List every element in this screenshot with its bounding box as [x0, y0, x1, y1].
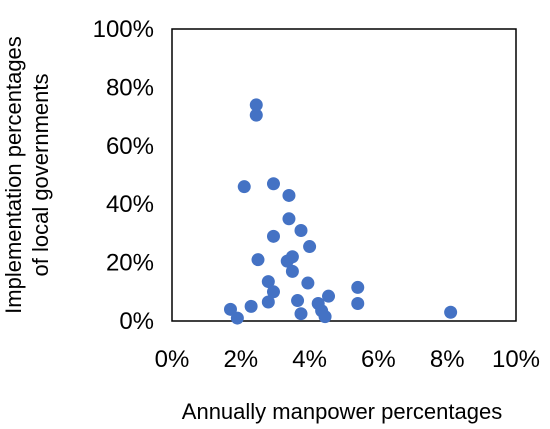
- x-tick-label: 8%: [430, 346, 465, 373]
- x-tick-label: 6%: [361, 346, 396, 373]
- data-point: [249, 98, 263, 112]
- data-point: [282, 212, 296, 226]
- data-point: [318, 310, 332, 324]
- x-axis-title: Annually manpower percentages: [182, 399, 502, 424]
- data-point: [294, 223, 308, 237]
- y-tick-label: 40%: [106, 191, 154, 218]
- data-point: [261, 295, 275, 309]
- data-point: [322, 289, 336, 303]
- x-tick-label: 2%: [223, 346, 258, 373]
- x-axis-tick-labels: 0% 2% 4% 6% 8% 10%: [155, 346, 540, 373]
- y-tick-label: 20%: [106, 250, 154, 277]
- data-point: [223, 302, 237, 316]
- data-point: [301, 276, 315, 290]
- y-axis-title: Implementation percentages of local gove…: [1, 36, 53, 314]
- data-point: [237, 180, 251, 194]
- y-tick-label: 100%: [93, 16, 154, 43]
- y-tick-label: 0%: [119, 308, 154, 335]
- data-point: [285, 250, 299, 264]
- y-axis-title-line-2: of local governments: [28, 74, 53, 277]
- x-tick-label: 10%: [492, 346, 540, 373]
- y-tick-label: 80%: [106, 74, 154, 101]
- data-point: [261, 275, 275, 289]
- x-tick-label: 0%: [155, 346, 190, 373]
- data-point: [266, 285, 280, 299]
- data-point: [351, 296, 365, 310]
- plot-area: [171, 28, 517, 322]
- data-point: [303, 240, 317, 254]
- x-tick-label: 4%: [292, 346, 327, 373]
- data-point: [294, 307, 308, 321]
- data-point: [266, 177, 280, 191]
- data-point: [444, 305, 458, 319]
- y-axis-title-line-1: Implementation percentages: [1, 36, 26, 314]
- data-point: [291, 294, 305, 308]
- y-tick-label: 60%: [106, 133, 154, 160]
- data-point: [251, 253, 265, 267]
- data-point: [282, 188, 296, 202]
- data-point: [351, 280, 365, 294]
- data-points: [223, 98, 458, 325]
- data-point: [266, 229, 280, 243]
- y-axis-tick-labels: 0% 20% 40% 60% 80% 100%: [93, 16, 154, 335]
- data-point: [244, 299, 258, 313]
- data-point: [249, 108, 263, 122]
- data-point: [285, 264, 299, 278]
- data-point: [230, 311, 244, 325]
